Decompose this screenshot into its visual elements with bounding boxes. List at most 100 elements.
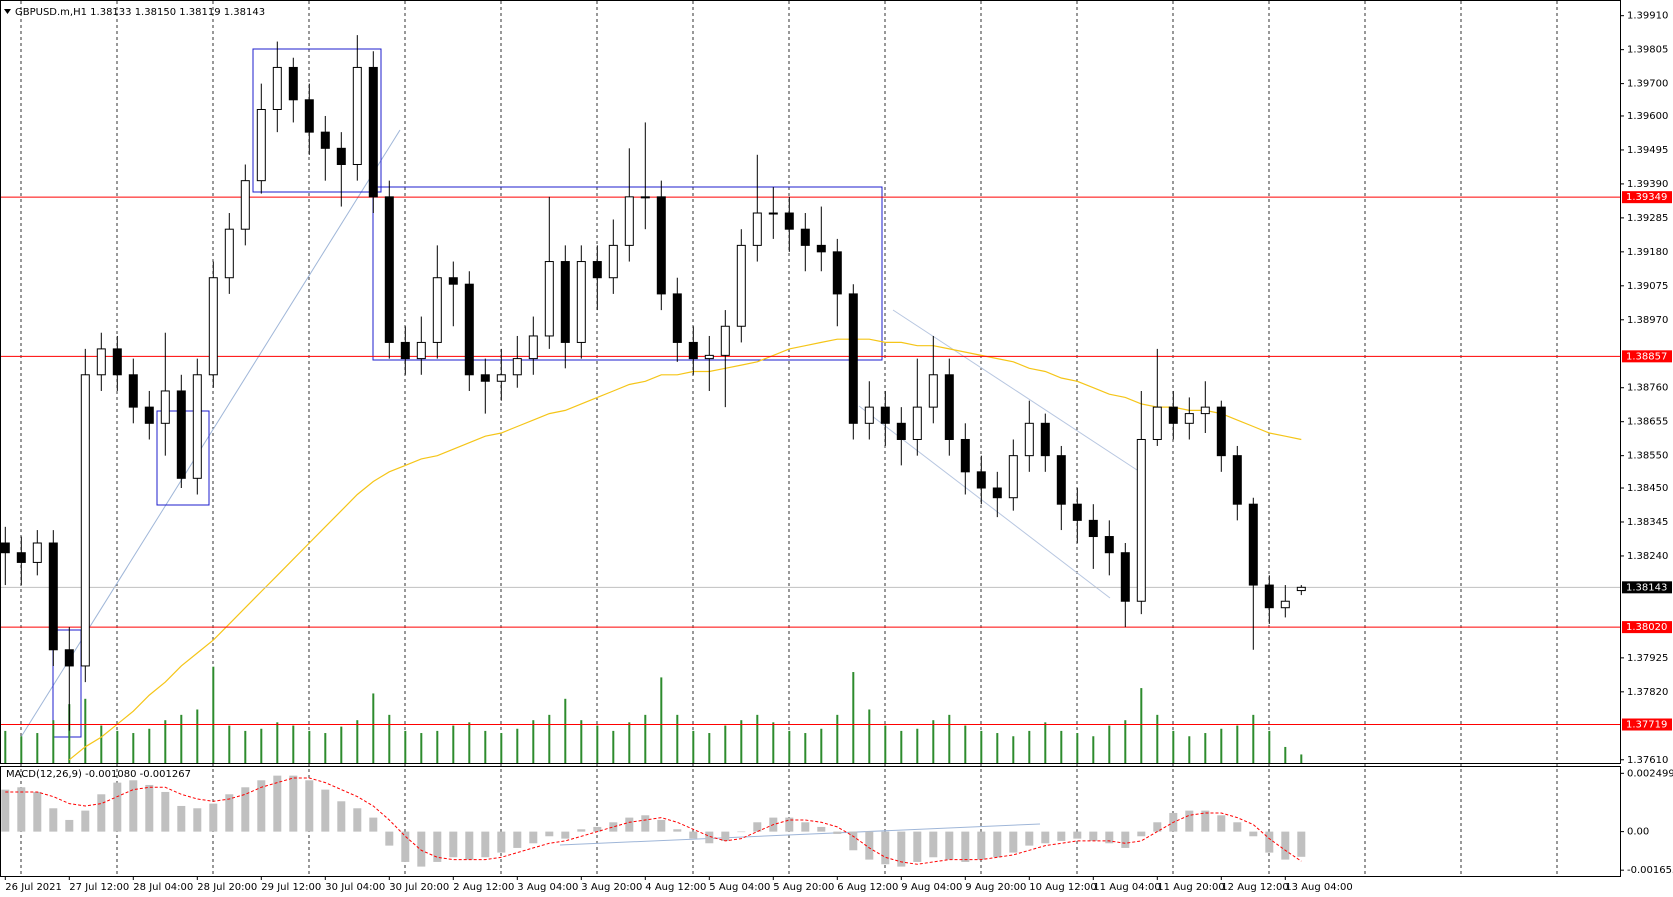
y-tick-label: 1.38240 [1627, 551, 1668, 562]
volume-bar [228, 725, 231, 763]
macd-bar [177, 805, 186, 832]
volume-bar [660, 677, 663, 763]
candle-body [912, 406, 922, 440]
volume-bar [452, 725, 455, 763]
volume-bar [916, 728, 919, 763]
x-tick-label: 28 Jul 20:00 [197, 882, 257, 893]
price-label: 1.38857 [1626, 351, 1667, 362]
volume-bar [388, 714, 391, 763]
y-tick-label: 1.38345 [1627, 517, 1668, 528]
macd-bar [689, 831, 698, 839]
macd-bar [161, 791, 170, 832]
x-tick-label: 12 Aug 12:00 [1221, 882, 1288, 893]
candle-body [208, 277, 218, 376]
macd-bar [481, 831, 490, 858]
x-tick-label: 27 Jul 12:00 [69, 882, 129, 893]
x-tick-label: 3 Aug 20:00 [581, 882, 642, 893]
candle-body [1120, 552, 1130, 602]
macd-bar [529, 831, 538, 844]
candle-body [0, 542, 10, 554]
volume-bar [756, 714, 759, 763]
candle-body [240, 180, 250, 230]
volume-bar [884, 725, 887, 763]
macd-bar [417, 831, 426, 867]
volume-bar [52, 720, 55, 763]
candle-body [416, 341, 426, 360]
volume-bar [548, 714, 551, 763]
volume-bar [804, 733, 807, 763]
macd-bar [1105, 831, 1114, 844]
macd-bar [1073, 831, 1082, 839]
volume-bar [244, 730, 247, 763]
volume-bar [1188, 736, 1191, 763]
candle-body [368, 66, 378, 198]
x-tick-label: 29 Jul 12:00 [261, 882, 321, 893]
macd-bar [1041, 831, 1050, 844]
macd-bar [897, 831, 906, 867]
volume-bar [516, 728, 519, 763]
candle-body [112, 348, 122, 376]
y-tick-label: 1.38655 [1627, 417, 1668, 428]
x-tick-label: 9 Aug 04:00 [901, 882, 962, 893]
candle-body [32, 542, 42, 563]
candle-body [592, 261, 602, 279]
volume-bar [84, 698, 87, 763]
x-tick-label: 28 Jul 04:00 [133, 882, 193, 893]
y-tick-label: 1.39285 [1627, 213, 1668, 224]
macd-bar [849, 831, 858, 851]
volume-bar [1204, 733, 1207, 763]
signal-line [5, 777, 1302, 865]
macd-bar [97, 794, 106, 832]
candle-body [160, 390, 170, 424]
macd-bar [321, 789, 330, 832]
volume-bar [1284, 746, 1287, 763]
candle-body [1280, 600, 1290, 609]
y-tick-label: 1.39180 [1627, 247, 1668, 258]
macd-bar [881, 831, 890, 865]
volume-bar [1092, 736, 1095, 763]
x-tick-label: 4 Aug 12:00 [645, 882, 706, 893]
x-tick-label: 13 Aug 04:00 [1285, 882, 1352, 893]
x-tick-label: 30 Jul 20:00 [389, 882, 449, 893]
candle-body [800, 228, 810, 246]
macd-bar [1185, 810, 1194, 832]
volume-bar [628, 722, 631, 763]
y-tick-label: 1.39075 [1627, 281, 1668, 292]
candle-body [1168, 406, 1178, 424]
macd-bar [593, 826, 602, 832]
candle-body [400, 341, 410, 360]
volume-bar [852, 672, 855, 763]
menu-arrow[interactable] [4, 9, 11, 14]
y-tick-label: 1.37610 [1627, 755, 1668, 766]
candle-body [432, 277, 442, 343]
volume-bar [196, 709, 199, 763]
candle-body [624, 196, 634, 246]
candle-body [64, 649, 74, 667]
macd-bar [1057, 831, 1066, 841]
x-tick-label: 9 Aug 20:00 [965, 882, 1026, 893]
volume-bar [132, 733, 135, 763]
volume-bar [292, 725, 295, 763]
candle-body [1088, 519, 1098, 538]
volume-bar [900, 730, 903, 763]
candle-body [304, 99, 314, 133]
volume-bar [676, 714, 679, 763]
macd-bar [337, 801, 346, 832]
volume-bar [212, 666, 215, 763]
macd-bar [145, 784, 154, 832]
candle-body [1104, 536, 1114, 554]
price-pane-border [0, 0, 1621, 764]
trend-line [559, 823, 1041, 846]
y-tick-label: 1.39390 [1627, 179, 1668, 190]
macd-bar [577, 829, 586, 832]
price-label: 1.38020 [1626, 622, 1667, 633]
macd-bar [65, 819, 74, 832]
macd-bar [913, 831, 922, 862]
macd-bar [49, 808, 58, 832]
candle-body [256, 108, 266, 182]
candle-body [352, 66, 362, 165]
macd-bar [129, 780, 138, 832]
volume-bar [1172, 730, 1175, 763]
candle-body [1136, 438, 1146, 602]
y-tick-label: -0.001653 [1627, 865, 1673, 876]
